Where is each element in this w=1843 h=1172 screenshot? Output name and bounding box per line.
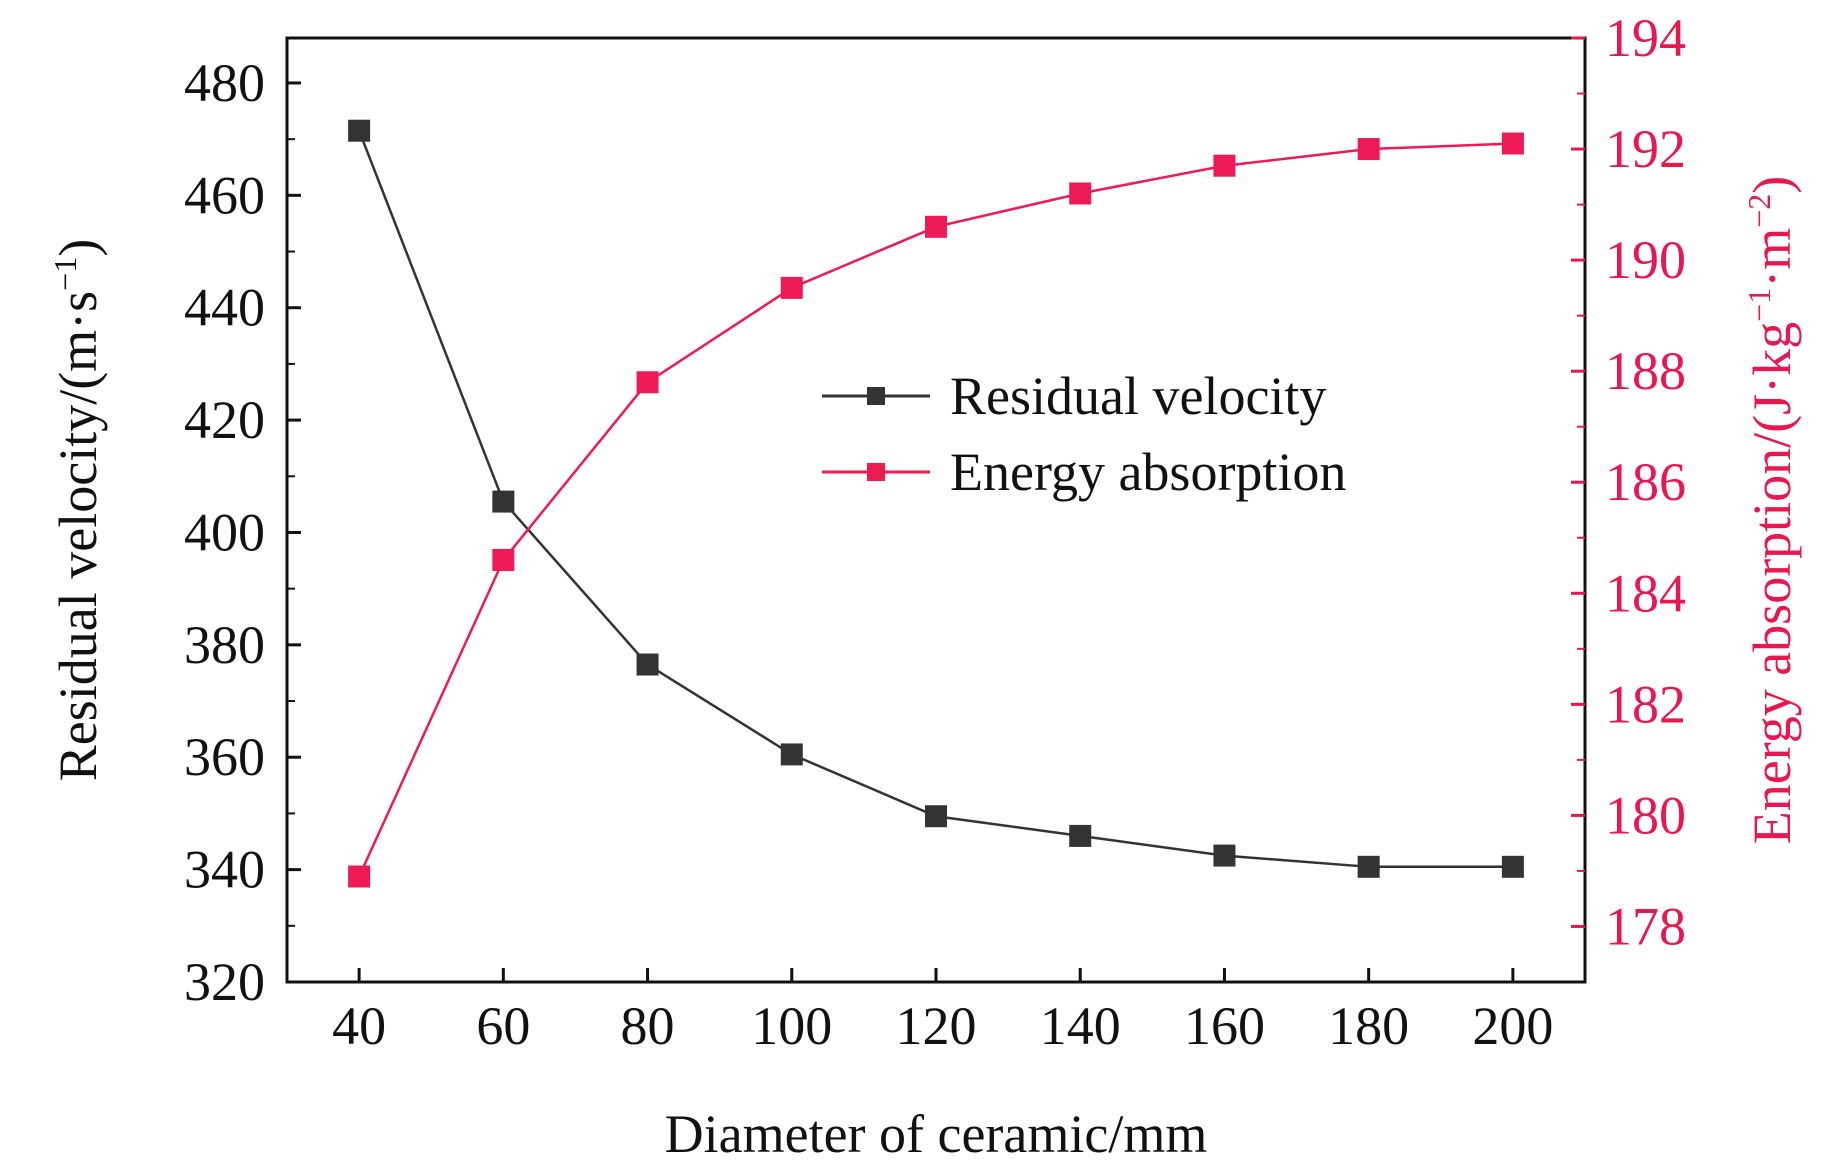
data-point-energy-absorption-40 xyxy=(348,865,371,888)
legend-label-energy-absorption: Energy absorption xyxy=(950,442,1346,502)
x-tick-label-120: 120 xyxy=(896,996,977,1056)
left-y-axis-title: Residual velocity/(m·s−1) xyxy=(47,239,108,781)
right-y-axis-title: Energy absorption/(J·kg−1·m−2) xyxy=(1741,176,1802,845)
left-y-tick-label-460: 460 xyxy=(184,165,265,225)
left-y-tick-label-480: 480 xyxy=(184,53,265,113)
data-point-residual-velocity-80 xyxy=(636,653,659,676)
series-layer xyxy=(348,119,1524,888)
x-tick-label-100: 100 xyxy=(751,996,832,1056)
x-tick-label-160: 160 xyxy=(1184,996,1265,1056)
legend: Residual velocity Energy absorption xyxy=(822,366,1346,502)
x-tick-label-40: 40 xyxy=(332,996,386,1056)
plot-area xyxy=(285,36,1587,984)
legend-item-energy-absorption: Energy absorption xyxy=(822,442,1346,502)
right-y-tick-label-186: 186 xyxy=(1605,452,1686,512)
left-y-axis: 320 340 360 380 400 420 440 460 480 xyxy=(184,53,301,1012)
series-line-energy-absorption xyxy=(357,142,1513,878)
data-point-residual-velocity-180 xyxy=(1357,855,1380,878)
legend-item-residual-velocity: Residual velocity xyxy=(822,366,1326,426)
legend-marker-energy-absorption xyxy=(867,463,885,481)
left-y-tick-label-440: 440 xyxy=(184,278,265,338)
x-tick-label-140: 140 xyxy=(1040,996,1121,1056)
data-point-energy-absorption-160 xyxy=(1213,154,1236,177)
data-point-energy-absorption-60 xyxy=(492,548,515,571)
right-y-tick-label-190: 190 xyxy=(1605,230,1686,290)
data-point-residual-velocity-100 xyxy=(780,743,803,766)
left-y-tick-label-320: 320 xyxy=(184,952,265,1012)
right-y-tick-label-180: 180 xyxy=(1605,785,1686,845)
data-point-energy-absorption-200 xyxy=(1501,132,1524,155)
data-point-energy-absorption-120 xyxy=(925,215,947,238)
data-point-residual-velocity-160 xyxy=(1213,844,1236,867)
right-y-tick-label-188: 188 xyxy=(1605,341,1686,401)
left-y-tick-label-360: 360 xyxy=(184,727,265,787)
legend-label-residual-velocity: Residual velocity xyxy=(950,366,1326,426)
right-y-tick-label-184: 184 xyxy=(1605,563,1686,623)
right-y-tick-label-178: 178 xyxy=(1605,896,1686,956)
x-axis: 40 60 80 100 120 140 160 180 200 xyxy=(332,968,1553,1056)
data-point-residual-velocity-140 xyxy=(1069,824,1092,847)
x-tick-label-80: 80 xyxy=(621,996,675,1056)
plot-frame xyxy=(285,36,1587,984)
data-point-energy-absorption-80 xyxy=(636,371,659,394)
x-axis-title: Diameter of ceramic/mm xyxy=(665,1104,1208,1164)
x-tick-label-200: 200 xyxy=(1472,996,1553,1056)
right-y-axis: 178 180 182 184 186 188 190 192 194 xyxy=(1571,8,1686,956)
right-y-tick-label-182: 182 xyxy=(1605,674,1686,734)
data-point-residual-velocity-200 xyxy=(1501,855,1524,878)
left-y-tick-label-400: 400 xyxy=(184,502,265,562)
data-point-energy-absorption-140 xyxy=(1069,182,1092,205)
x-tick-label-180: 180 xyxy=(1328,996,1409,1056)
right-y-tick-label-192: 192 xyxy=(1605,119,1686,179)
left-y-tick-label-380: 380 xyxy=(184,615,265,675)
legend-marker-residual-velocity xyxy=(867,387,885,405)
data-point-residual-velocity-120 xyxy=(925,805,947,828)
data-point-residual-velocity-60 xyxy=(492,490,515,513)
data-point-residual-velocity-40 xyxy=(348,119,371,142)
data-point-energy-absorption-180 xyxy=(1357,138,1380,161)
left-y-tick-label-340: 340 xyxy=(184,840,265,900)
x-tick-label-60: 60 xyxy=(476,996,530,1056)
right-y-tick-label-194: 194 xyxy=(1605,8,1686,68)
data-point-energy-absorption-100 xyxy=(780,276,803,299)
left-y-tick-label-420: 420 xyxy=(184,390,265,450)
